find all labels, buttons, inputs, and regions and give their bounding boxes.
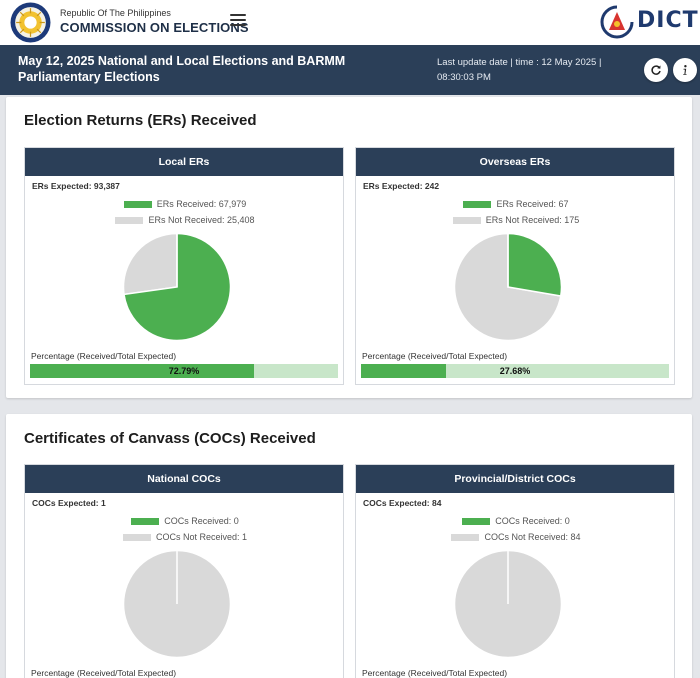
cocs-expected: COCs Expected: 1	[32, 498, 106, 508]
percentage-caption: Percentage (Received/Total Expected)	[362, 668, 508, 678]
legend-received-label: ERs Received: 67	[496, 199, 569, 209]
ers-expected: ERs Expected: 93,387	[32, 181, 120, 191]
national-cocs-card: National COCs COCs Expected: 1 COCs Rece…	[24, 464, 344, 678]
percentage-caption: Percentage (Received/Total Expected)	[362, 351, 508, 361]
dict-logo-text: DICT	[637, 8, 699, 33]
pie-slice-received[interactable]	[507, 233, 562, 297]
last-update-line1: Last update date | time : 12 May 2025 |	[437, 57, 602, 68]
overseas-ers-card: Overseas ERs ERs Expected: 242 ERs Recei…	[355, 147, 675, 385]
legend-received[interactable]: COCs Received: 0	[356, 516, 676, 526]
card-header: Provincial/District COCs	[356, 465, 674, 493]
info-icon	[683, 65, 687, 75]
national-cocs-pie-chart	[123, 550, 231, 658]
legend-received[interactable]: ERs Received: 67,979	[25, 199, 345, 209]
cocs-section: Certificates of Canvass (COCs) Received …	[6, 414, 692, 678]
percentage-value: 72.79%	[168, 366, 200, 376]
legend-swatch-not-received	[115, 216, 144, 224]
card-header: Local ERs	[25, 148, 343, 176]
legend-not-received[interactable]: COCs Not Received: 84	[356, 532, 676, 542]
legend-received-label: COCs Received: 0	[164, 516, 239, 526]
top-bar: Republic Of The Philippines COMMISSION O…	[0, 0, 700, 45]
percentage-bar-fill	[30, 364, 255, 378]
legend-not-received[interactable]: ERs Not Received: 175	[356, 215, 676, 225]
legend-swatch-received	[463, 200, 492, 208]
legend-swatch-received	[123, 200, 152, 208]
legend-swatch-received	[131, 517, 160, 525]
pie-slice-not-received[interactable]	[123, 233, 178, 296]
dict-logo: DICT	[600, 4, 698, 40]
legend-received[interactable]: COCs Received: 0	[25, 516, 345, 526]
org-title: COMMISSION ON ELECTIONS	[60, 20, 249, 35]
ers-section-title: Election Returns (ERs) Received	[24, 112, 257, 129]
refresh-button[interactable]	[644, 58, 668, 82]
legend-swatch-not-received	[122, 533, 151, 541]
legend-swatch-not-received	[452, 216, 481, 224]
percentage-caption: Percentage (Received/Total Expected)	[31, 668, 177, 678]
card-header: Overseas ERs	[356, 148, 674, 176]
comelec-seal-logo	[10, 2, 51, 43]
info-button[interactable]	[673, 58, 697, 82]
card-header: National COCs	[25, 465, 343, 493]
refresh-icon	[651, 65, 661, 75]
provincial-cocs-card: Provincial/District COCs COCs Expected: …	[355, 464, 675, 678]
legend-not-received-label: ERs Not Received: 175	[485, 215, 580, 225]
provincial-cocs-pie-chart	[454, 550, 562, 658]
legend-not-received-label: ERs Not Received: 25,408	[148, 215, 255, 225]
overseas-ers-pie-chart	[454, 233, 562, 341]
local-ers-pie-chart	[123, 233, 231, 341]
legend-not-received-label: COCs Not Received: 84	[484, 532, 581, 542]
legend-not-received-label: COCs Not Received: 1	[155, 532, 248, 542]
ers-expected: ERs Expected: 242	[363, 181, 440, 191]
cocs-section-title: Certificates of Canvass (COCs) Received	[24, 430, 316, 447]
last-update: Last update date | time : 12 May 2025 | …	[437, 55, 612, 85]
percentage-bar: 72.79%	[30, 364, 338, 378]
ers-section: Election Returns (ERs) Received Local ER…	[6, 97, 692, 398]
legend-not-received[interactable]: COCs Not Received: 1	[25, 532, 345, 542]
legend-received-label: ERs Received: 67,979	[156, 199, 247, 209]
percentage-value: 27.68%	[499, 366, 531, 376]
legend-swatch-received	[462, 517, 491, 525]
election-title: May 12, 2025 National and Local Election…	[18, 54, 346, 84]
percentage-bar-fill	[361, 364, 447, 378]
legend-swatch-not-received	[451, 533, 480, 541]
election-banner: May 12, 2025 National and Local Election…	[0, 45, 700, 95]
cocs-expected: COCs Expected: 84	[363, 498, 442, 508]
menu-icon[interactable]	[230, 14, 246, 28]
percentage-bar: 27.68%	[361, 364, 669, 378]
legend-received-label: COCs Received: 0	[495, 516, 570, 526]
local-ers-card: Local ERs ERs Expected: 93,387 ERs Recei…	[24, 147, 344, 385]
org-subtitle: Republic Of The Philippines	[60, 8, 171, 18]
legend-received[interactable]: ERs Received: 67	[356, 199, 676, 209]
legend-not-received[interactable]: ERs Not Received: 25,408	[25, 215, 345, 225]
percentage-caption: Percentage (Received/Total Expected)	[31, 351, 177, 361]
dict-emblem-icon	[600, 5, 634, 39]
last-update-line2: 08:30:03 PM	[437, 72, 491, 83]
